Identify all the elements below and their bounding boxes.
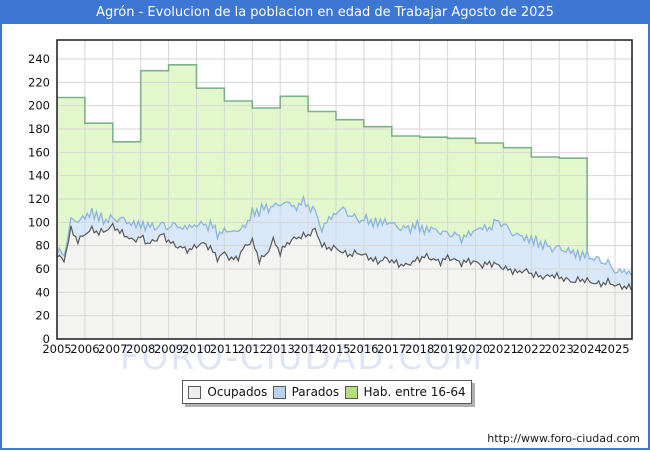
legend-label-ocupados: Ocupados (207, 385, 268, 399)
chart-legend: Ocupados Parados Hab. entre 16-64 (182, 380, 472, 404)
svg-text:180: 180 (28, 122, 50, 136)
svg-text:120: 120 (28, 192, 50, 206)
svg-text:2006: 2006 (70, 342, 99, 356)
legend-label-hab: Hab. entre 16-64 (363, 385, 466, 399)
legend-swatch-hab (344, 385, 358, 399)
legend-item-parados: Parados (272, 385, 340, 399)
site-url: http://www.foro-ciudad.com (487, 432, 640, 445)
svg-text:40: 40 (35, 285, 50, 299)
svg-text:0: 0 (43, 332, 50, 346)
svg-text:100: 100 (28, 215, 50, 229)
svg-text:220: 220 (28, 75, 50, 89)
legend-item-hab: Hab. entre 16-64 (344, 385, 466, 399)
svg-text:2005: 2005 (42, 342, 71, 356)
legend-swatch-ocupados (188, 385, 202, 399)
svg-text:20: 20 (35, 309, 50, 323)
watermark: FORO-CIUDAD.COM (120, 338, 485, 378)
svg-text:240: 240 (28, 52, 50, 66)
svg-text:60: 60 (35, 262, 50, 276)
legend-label-parados: Parados (291, 385, 340, 399)
svg-text:200: 200 (28, 99, 50, 113)
svg-text:80: 80 (35, 239, 50, 253)
legend-swatch-parados (272, 385, 286, 399)
chart-title: Agrón - Evolucion de la poblacion en eda… (2, 2, 648, 24)
legend-item-ocupados: Ocupados (188, 385, 267, 399)
svg-text:160: 160 (28, 145, 50, 159)
svg-text:140: 140 (28, 169, 50, 183)
